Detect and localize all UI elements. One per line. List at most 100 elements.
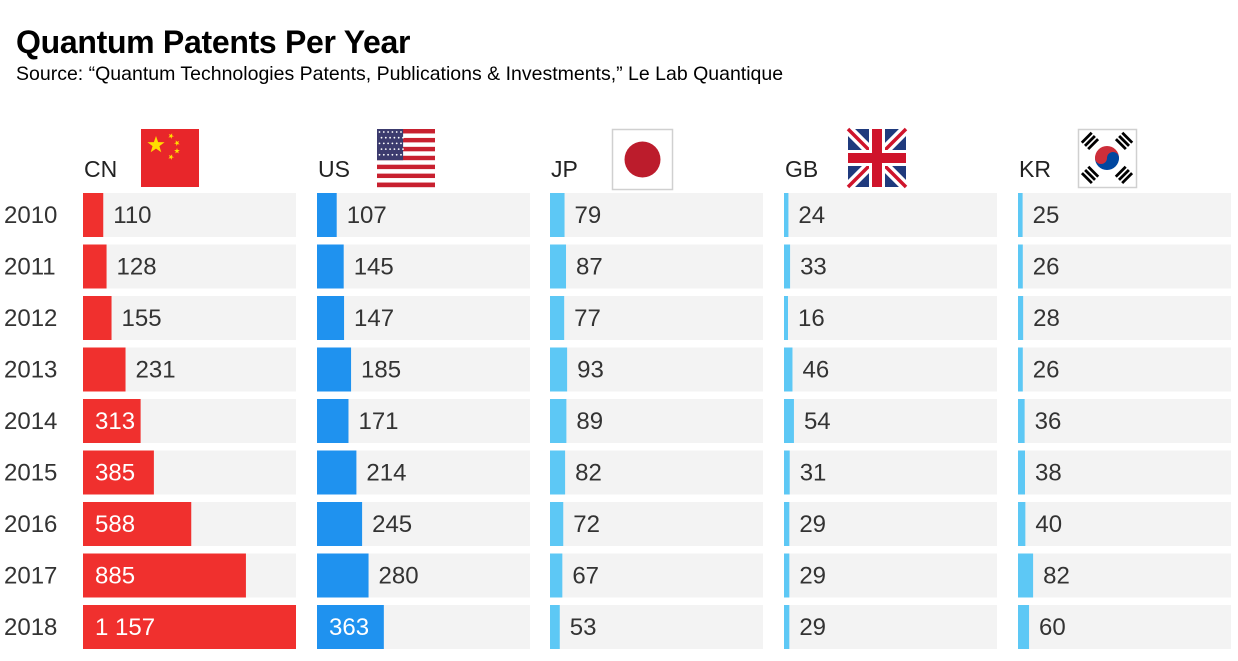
data-label: 214: [366, 460, 406, 487]
bar-gb-2011: [784, 244, 791, 289]
bar-track: [784, 193, 997, 237]
bar-jp-2010: [550, 193, 565, 237]
data-label: 231: [136, 357, 176, 384]
bar-us-2011: [317, 244, 344, 289]
bar-track: [784, 347, 997, 392]
bar-gb-2010: [784, 193, 789, 237]
japan-flag: [611, 128, 674, 191]
bar-kr-2015: [1018, 450, 1025, 495]
data-label: 28: [1033, 305, 1060, 332]
bar-track: [784, 296, 997, 340]
bar-gb-2012: [784, 296, 788, 340]
data-label: 67: [572, 563, 599, 590]
bar-track: [1018, 399, 1231, 443]
bar-jp-2016: [550, 502, 564, 546]
bar-gb-2015: [784, 450, 790, 495]
bar-track: [784, 502, 997, 546]
data-label: 147: [354, 305, 394, 332]
data-label: 280: [379, 563, 419, 590]
bar-track: [550, 502, 763, 546]
data-label: 36: [1035, 408, 1062, 435]
bar-track: [784, 553, 997, 598]
data-label: 87: [576, 254, 603, 281]
bar-track: [83, 244, 296, 289]
bar-track: [550, 244, 763, 289]
year-label: 2016: [4, 511, 57, 538]
data-label: 1 157: [95, 614, 155, 641]
bar-track: [1018, 605, 1231, 649]
data-label: 885: [95, 563, 135, 590]
bar-track: [550, 347, 763, 392]
column-label-us: US: [318, 156, 350, 182]
bar-cn-2015: [83, 450, 154, 495]
bar-track: [83, 193, 296, 237]
data-label: 26: [1033, 254, 1060, 281]
bar-track: [1018, 193, 1231, 237]
chart-subtitle: Source: “Quantum Technologies Patents, P…: [16, 63, 784, 85]
column-label-cn: CN: [84, 156, 117, 182]
bar-jp-2015: [550, 450, 566, 495]
bar-track: [550, 296, 763, 340]
data-label: 93: [577, 357, 604, 384]
bar-track: [1018, 347, 1231, 392]
bar-kr-2017: [1018, 553, 1034, 598]
bar-track: [317, 399, 530, 443]
column-label-kr: KR: [1019, 156, 1051, 182]
bar-kr-2011: [1018, 244, 1023, 289]
data-label: 40: [1035, 511, 1062, 538]
bar-track: [317, 347, 530, 392]
bar-cn-2011: [83, 244, 107, 289]
data-label: 385: [95, 460, 135, 487]
year-label: 2013: [4, 357, 57, 384]
column-label-jp: JP: [551, 156, 578, 182]
year-label: 2012: [4, 305, 57, 332]
bar-track: [317, 193, 530, 237]
bar-track: [784, 244, 997, 289]
data-label: 25: [1033, 202, 1060, 229]
bar-track: [1018, 553, 1231, 598]
bar-gb-2016: [784, 502, 790, 546]
uk-flag: [844, 125, 910, 191]
bar-cn-2014: [83, 399, 141, 443]
data-label: 82: [1043, 563, 1070, 590]
bar-track: [784, 605, 997, 649]
data-label: 313: [95, 408, 135, 435]
data-label: 24: [798, 202, 825, 229]
bar-cn-2013: [83, 347, 126, 392]
data-label: 171: [358, 408, 398, 435]
bar-track: [784, 450, 997, 495]
bar-track: [784, 399, 997, 443]
bar-jp-2017: [550, 553, 563, 598]
bar-track: [550, 553, 763, 598]
bar-kr-2018: [1018, 605, 1030, 649]
bar-us-2016: [317, 502, 363, 546]
data-label: 363: [329, 614, 369, 641]
data-label: 128: [117, 254, 157, 281]
bar-gb-2017: [784, 553, 790, 598]
data-label: 46: [802, 357, 829, 384]
bar-track: [550, 605, 763, 649]
data-label: 588: [95, 511, 135, 538]
year-label: 2010: [4, 202, 57, 229]
data-label: 79: [575, 202, 602, 229]
bar-kr-2014: [1018, 399, 1025, 443]
data-label: 29: [799, 563, 826, 590]
data-label: 110: [113, 202, 151, 229]
bar-cn-2018: [83, 605, 296, 649]
bar-jp-2012: [550, 296, 565, 340]
bar-gb-2018: [784, 605, 790, 649]
bar-us-2017: [317, 553, 369, 598]
data-label: 33: [800, 254, 827, 281]
bar-kr-2012: [1018, 296, 1024, 340]
data-label: 60: [1039, 614, 1066, 641]
bar-track: [550, 399, 763, 443]
year-label: 2015: [4, 460, 57, 487]
bar-us-2014: [317, 399, 349, 443]
bar-gb-2013: [784, 347, 793, 392]
china-flag: [141, 129, 199, 187]
bar-us-2012: [317, 296, 345, 340]
column-label-gb: GB: [785, 156, 818, 182]
year-label: 2014: [4, 408, 57, 435]
bar-cn-2012: [83, 296, 112, 340]
